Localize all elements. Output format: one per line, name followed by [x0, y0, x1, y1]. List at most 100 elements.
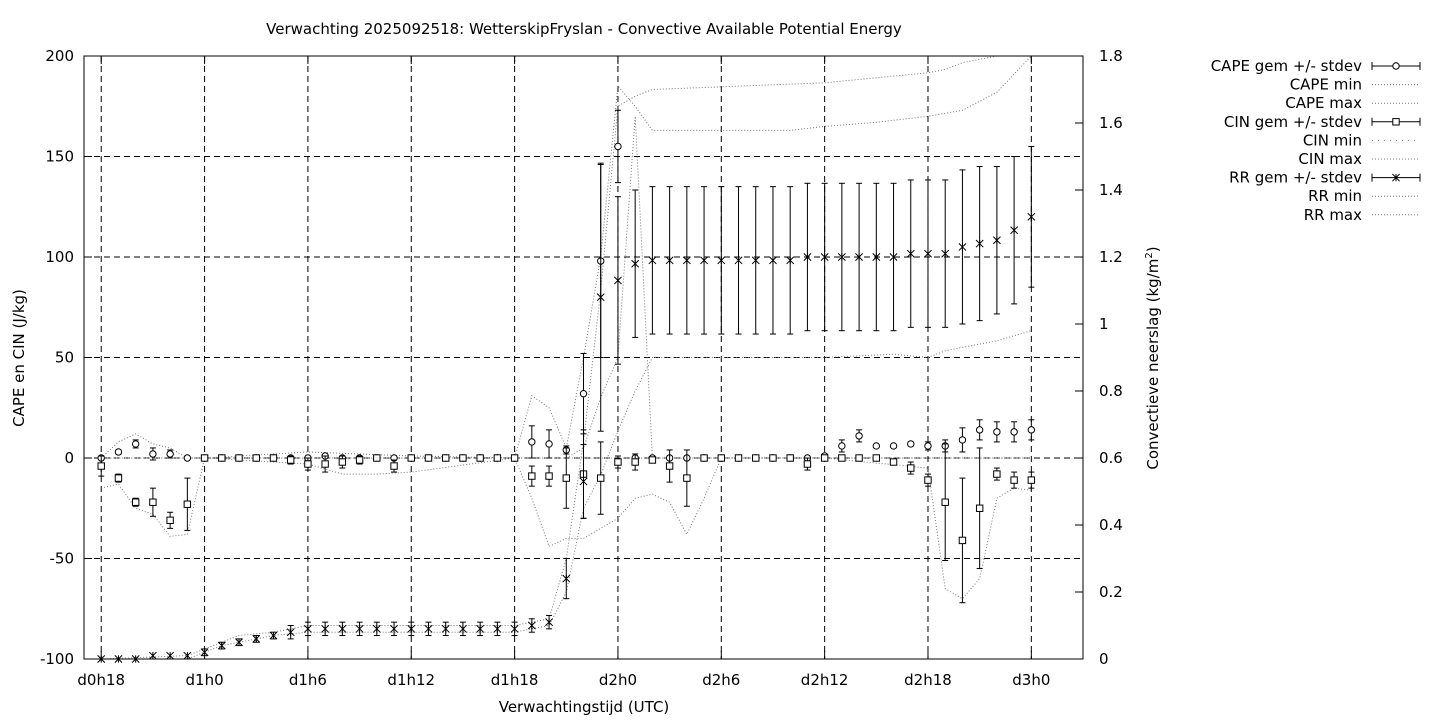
- data-point-star: [769, 256, 777, 265]
- x-tick-label: d1h0: [186, 671, 224, 689]
- data-point-star: [166, 651, 175, 660]
- data-point-circle: [1027, 426, 1036, 434]
- data-point-square: [407, 454, 415, 462]
- data-point-star: [441, 624, 450, 633]
- data-point-square: [752, 454, 760, 462]
- data-point-circle: [924, 442, 932, 450]
- x-tick-label: d2h18: [904, 671, 952, 689]
- data-point-square: [338, 458, 347, 466]
- data-point-square: [424, 454, 433, 462]
- chart-title: Verwachting 2025092518: WetterskipFrysla…: [266, 20, 902, 38]
- data-point-square: [958, 536, 967, 545]
- data-point-star: [958, 242, 967, 251]
- y2-tick-label: 0.4: [1099, 516, 1123, 534]
- data-point-circle: [528, 438, 536, 446]
- data-point-square: [114, 474, 123, 482]
- data-point-star: [545, 618, 554, 627]
- data-point-star: [407, 624, 416, 633]
- data-point-circle: [579, 389, 588, 398]
- data-point-square: [235, 454, 243, 462]
- data-point-star: [1010, 226, 1019, 235]
- data-point-circle: [114, 448, 123, 456]
- data-point-square: [993, 470, 1001, 478]
- y2-tick-label: 1.2: [1099, 248, 1123, 266]
- data-point-circle: [166, 450, 174, 458]
- data-point-square: [97, 462, 105, 470]
- y2-tick-label: 1.4: [1099, 181, 1123, 199]
- data-point-star: [820, 253, 829, 261]
- data-point-star: [390, 624, 398, 633]
- y-tick-label: -50: [50, 550, 75, 568]
- data-point-star: [355, 624, 364, 633]
- data-point-star: [734, 256, 743, 265]
- legend-label: CIN min: [1303, 131, 1362, 149]
- data-point-star: [855, 253, 864, 261]
- data-point-star: [476, 624, 485, 633]
- data-point-square: [907, 464, 915, 472]
- data-point-square: [769, 454, 777, 462]
- data-point-square: [614, 458, 622, 466]
- data-point-square: [803, 460, 812, 468]
- legend-label: CIN gem +/- stdev: [1224, 113, 1362, 131]
- data-point-circle: [993, 428, 1001, 436]
- data-point-square: [717, 454, 725, 462]
- data-point-square: [683, 474, 691, 482]
- data-point-square: [872, 454, 881, 462]
- data-point-circle: [958, 436, 967, 444]
- data-point-square: [665, 462, 674, 470]
- data-point-square: [648, 456, 657, 464]
- y2-tick-label: 0.8: [1099, 382, 1123, 400]
- data-point-square: [149, 498, 157, 506]
- data-point-circle: [907, 440, 915, 448]
- data-point-circle: [614, 142, 622, 151]
- data-point-square: [855, 454, 863, 462]
- data-point-square: [924, 476, 932, 484]
- axis-ticks: d0h18 d1h0 d1h6 d1h12 d1h18 d2h0 d2h6 d2h12 d2h1…: [40, 47, 1123, 689]
- data-point-star: [458, 624, 467, 633]
- data-point-star: [751, 256, 760, 265]
- data-point-circle: [183, 454, 192, 462]
- data-point-circle: [838, 442, 846, 450]
- data-point-square: [166, 516, 174, 525]
- data-point-circle: [149, 450, 157, 458]
- y-tick-label: 200: [45, 47, 74, 65]
- legend-label: CAPE min: [1290, 76, 1362, 94]
- y2-tick-label: 0.6: [1099, 449, 1123, 467]
- data-point-square: [304, 460, 312, 468]
- y2-tick-label: 1: [1099, 315, 1109, 333]
- y2-tick-label: 0: [1099, 650, 1109, 668]
- data-point-star: [286, 628, 295, 637]
- data-point-square: [442, 454, 450, 462]
- data-point-star: [493, 624, 502, 633]
- data-point-star: [837, 253, 846, 261]
- y2-tick-label: 0.2: [1099, 583, 1123, 601]
- data-point-square: [1027, 476, 1036, 484]
- data-point-star: [338, 624, 347, 633]
- data-point-square: [941, 498, 949, 506]
- x-axis-label: Verwachtingstijd (UTC): [499, 698, 670, 716]
- y2-tick-label: 1.8: [1099, 47, 1123, 65]
- data-point-square: [1392, 118, 1400, 126]
- x-tick-label: d0h18: [77, 671, 125, 689]
- data-point-square: [476, 454, 484, 462]
- data-point-square: [597, 474, 605, 482]
- data-point-star: [906, 249, 915, 258]
- data-point-star: [1027, 212, 1036, 221]
- data-point-square: [390, 462, 398, 470]
- x-tick-label: d1h6: [289, 671, 327, 689]
- data-point-square: [459, 454, 467, 462]
- data-point-star: [148, 651, 157, 660]
- y-tick-label: 100: [45, 248, 74, 266]
- data-point-star: [631, 259, 640, 268]
- data-point-star: [648, 256, 657, 265]
- data-point-square: [131, 498, 140, 506]
- series-line-cin-min: [101, 457, 1032, 600]
- data-point-star: [510, 624, 519, 633]
- y-tick-label: -100: [40, 650, 74, 668]
- data-point-square: [286, 456, 295, 464]
- data-point-square: [493, 454, 502, 462]
- data-point-square: [734, 454, 743, 462]
- legend-label: RR min: [1308, 187, 1362, 205]
- data-point-circle: [855, 432, 863, 440]
- data-point-square: [838, 454, 846, 462]
